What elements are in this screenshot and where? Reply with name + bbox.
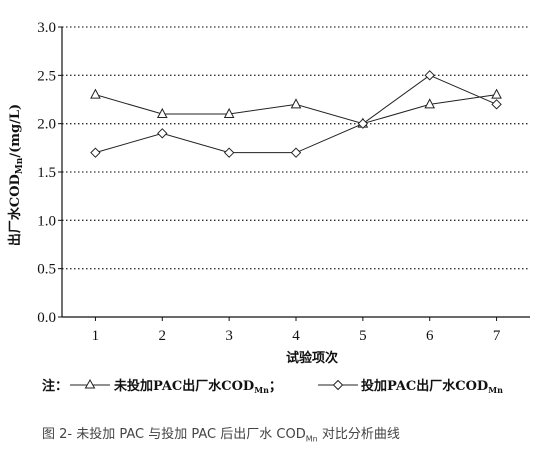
x-tick-label: 3 <box>225 328 233 344</box>
y-tick-label: 2.0 <box>37 117 56 133</box>
data-point-triangle <box>424 98 436 109</box>
legend-label-series-1: 未投加PAC出厂水CODMn； <box>113 378 282 395</box>
figure-caption: 图 2- 未投加 PAC 与投加 PAC 后出厂水 CODMn 对比分析曲线 <box>42 427 400 444</box>
y-axis-title: 出厂水CODMn/(mg/L) <box>7 104 25 246</box>
y-tick-label: 0.5 <box>37 262 56 278</box>
data-point-triangle <box>290 98 302 109</box>
legend-marker-diamond <box>332 379 344 391</box>
x-tick-label: 6 <box>426 328 434 344</box>
data-point-diamond <box>223 147 235 158</box>
x-tick-label: 5 <box>359 328 367 344</box>
x-tick-label: 2 <box>159 328 167 344</box>
data-point-diamond <box>90 147 101 158</box>
data-point-triangle <box>156 107 168 118</box>
y-tick-label: 3.0 <box>37 20 56 36</box>
data-point-diamond <box>424 70 435 81</box>
legend-note-prefix: 注： <box>42 378 68 394</box>
legend-label-series-2: 投加PAC出厂水CODMn <box>361 378 503 395</box>
y-tick-label: 0.0 <box>37 310 56 326</box>
axes <box>58 26 530 321</box>
x-tick-label: 1 <box>92 328 100 344</box>
y-tick-labels: 0.0 0.5 1.0 1.5 2.0 2.5 3.0 <box>37 20 56 326</box>
legend: 注： 未投加PAC出厂水CODMn； 投加PAC出厂水CODMn <box>42 378 503 395</box>
x-tick-labels: 1 2 3 4 5 6 7 <box>92 328 501 344</box>
x-axis-title: 试验项次 <box>286 350 338 366</box>
y-tick-label: 2.5 <box>37 68 56 84</box>
data-point-diamond <box>491 99 502 110</box>
y-tick-label: 1.5 <box>37 165 56 181</box>
data-point-diamond <box>290 147 302 158</box>
series-line-2 <box>95 74 497 154</box>
x-tick-label: 7 <box>493 328 501 344</box>
data-point-diamond <box>357 118 369 129</box>
data-point-diamond <box>157 128 168 139</box>
data-point-triangle <box>90 88 101 99</box>
data-point-triangle <box>491 88 502 99</box>
x-tick-label: 4 <box>292 328 300 344</box>
legend-marker-triangle <box>84 378 96 389</box>
data-point-triangle <box>223 107 235 118</box>
series-layer <box>90 70 502 158</box>
y-tick-label: 1.0 <box>37 213 56 229</box>
